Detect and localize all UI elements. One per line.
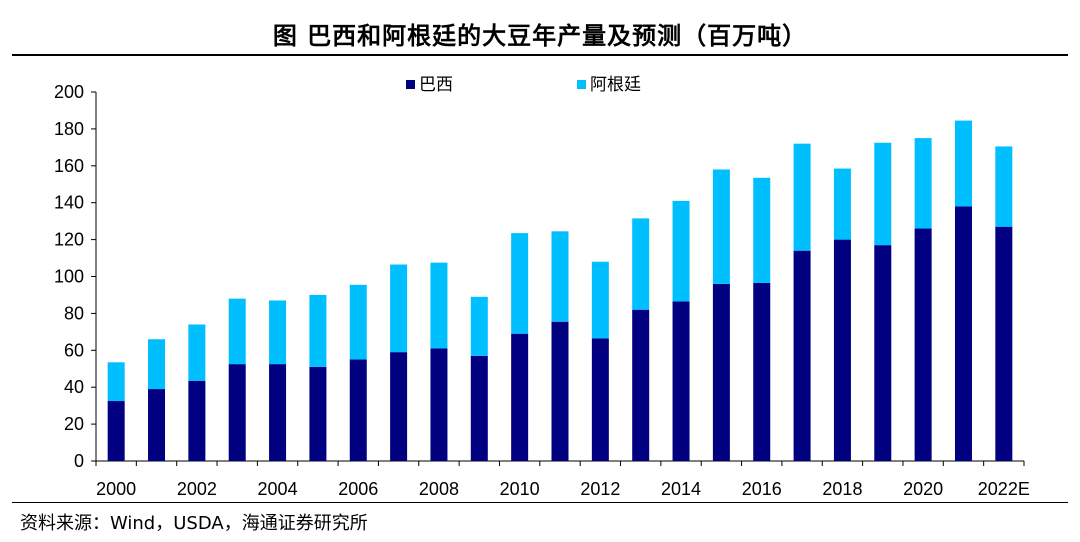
bar-argentina [470, 296, 488, 356]
y-tick-label: 80 [64, 303, 84, 323]
bar-brazil [753, 282, 771, 461]
bar-argentina [874, 142, 892, 246]
bar-brazil [390, 352, 408, 461]
y-tick-label: 140 [54, 193, 84, 213]
bar-brazil [551, 321, 569, 461]
y-tick-label: 0 [74, 451, 84, 471]
x-tick-label: 2000 [96, 479, 136, 499]
chart-title: 图 巴西和阿根廷的大豆年产量及预测（百万吨） [272, 22, 808, 50]
x-tick-label: 2004 [258, 479, 298, 499]
legend-label: 阿根廷 [590, 75, 641, 95]
bar-brazil [188, 380, 206, 461]
bar-brazil [954, 206, 972, 461]
x-tick-label: 2014 [661, 479, 701, 499]
bar-brazil [833, 239, 851, 461]
title-divider [12, 54, 1068, 56]
bar-argentina [551, 231, 569, 322]
bar-brazil [269, 364, 287, 461]
y-tick-label: 160 [54, 156, 84, 176]
bar-argentina [349, 284, 367, 360]
bar-brazil [793, 250, 811, 461]
bar-brazil [712, 283, 730, 461]
bar-argentina [511, 233, 529, 334]
bar-brazil [349, 359, 367, 461]
legend-swatch [577, 80, 586, 89]
y-tick-label: 180 [54, 119, 84, 139]
x-tick-label: 2008 [419, 479, 459, 499]
bar-argentina [954, 120, 972, 207]
legend: 巴西 阿根廷 [406, 75, 641, 95]
bar-argentina [148, 339, 166, 390]
x-tick-label: 2022E [978, 479, 1030, 499]
bar-brazil [511, 333, 529, 461]
bar-argentina [914, 138, 932, 229]
bar-brazil [874, 245, 892, 461]
bar-argentina [107, 362, 125, 402]
bar-brazil [672, 301, 690, 461]
bar-argentina [995, 146, 1013, 227]
y-tick-label: 200 [54, 82, 84, 102]
x-tick-label: 2006 [338, 479, 378, 499]
y-tick-label: 60 [64, 340, 84, 360]
bar-argentina [309, 294, 327, 367]
bar-brazil [107, 401, 125, 461]
x-tick-label: 2018 [822, 479, 862, 499]
bar-brazil [309, 366, 327, 461]
bar-brazil [914, 228, 932, 461]
bar-argentina [591, 261, 609, 339]
bar-brazil [591, 338, 609, 461]
x-tick-label: 2010 [500, 479, 540, 499]
bar-argentina [269, 300, 287, 365]
bar-argentina [712, 169, 730, 284]
y-tick-label: 40 [64, 377, 84, 397]
x-tick-label: 2012 [580, 479, 620, 499]
bar-argentina [672, 200, 690, 302]
bar-brazil [632, 309, 650, 461]
bar-argentina [632, 218, 650, 310]
bar-argentina [753, 177, 771, 283]
bar-brazil [470, 355, 488, 461]
source-divider [12, 502, 1068, 503]
bar-brazil [228, 364, 246, 461]
source-note: 资料来源：Wind，USDA，海通证券研究所 [20, 513, 368, 534]
bar-argentina [390, 264, 408, 353]
bar-brazil [148, 389, 166, 461]
bar-argentina [430, 262, 448, 349]
bar-argentina [188, 324, 206, 381]
bar-argentina [793, 143, 811, 251]
axes-layer: 0 20 40 60 80 100 120 140 160 180 200 2000 2002 2004 2… [54, 82, 1030, 499]
title-area: 图 巴西和阿根廷的大豆年产量及预测（百万吨） [12, 8, 1068, 54]
legend-swatch [406, 80, 415, 89]
bar-brazil [995, 226, 1013, 461]
bars-layer [107, 120, 1013, 461]
bar-brazil [430, 348, 448, 461]
bar-argentina [833, 168, 851, 240]
bar-argentina [228, 298, 246, 365]
y-tick-label: 20 [64, 414, 84, 434]
x-tick-label: 2020 [903, 479, 943, 499]
legend-label: 巴西 [419, 75, 453, 95]
y-tick-label: 120 [54, 230, 84, 250]
x-tick-label: 2002 [177, 479, 217, 499]
y-tick-label: 100 [54, 267, 84, 287]
x-tick-label: 2016 [742, 479, 782, 499]
